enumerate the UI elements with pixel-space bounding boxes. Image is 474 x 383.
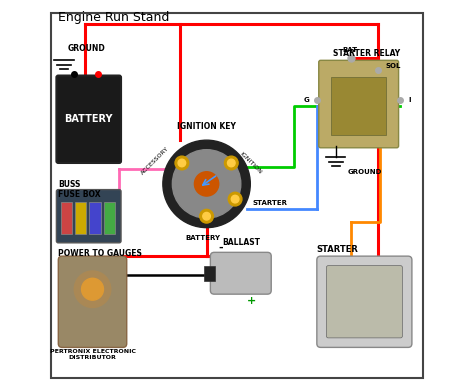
Text: PERTRONIX ELECTRONIC
DISTRIBUTOR: PERTRONIX ELECTRONIC DISTRIBUTOR: [49, 349, 136, 360]
Text: BALLAST: BALLAST: [222, 237, 260, 247]
FancyBboxPatch shape: [103, 202, 115, 234]
FancyBboxPatch shape: [75, 202, 86, 234]
FancyBboxPatch shape: [61, 202, 73, 234]
Text: ACCESSORY: ACCESSORY: [141, 146, 171, 176]
Circle shape: [200, 210, 213, 223]
Circle shape: [228, 159, 235, 167]
Text: IGNITION: IGNITION: [239, 151, 263, 175]
Text: SOL: SOL: [385, 63, 401, 69]
Text: GROUND: GROUND: [67, 44, 105, 53]
Text: BATTERY: BATTERY: [64, 114, 113, 124]
Text: GROUND: GROUND: [347, 169, 382, 175]
Circle shape: [74, 271, 111, 308]
Text: STARTER: STARTER: [317, 245, 359, 254]
Text: BUSS
FUSE BOX: BUSS FUSE BOX: [58, 180, 101, 200]
FancyBboxPatch shape: [204, 266, 215, 281]
Text: -: -: [218, 242, 223, 252]
FancyBboxPatch shape: [58, 256, 127, 347]
Circle shape: [231, 195, 239, 203]
Circle shape: [194, 172, 219, 196]
Circle shape: [178, 159, 186, 167]
Text: BATTERY: BATTERY: [185, 235, 220, 241]
Circle shape: [175, 156, 189, 170]
Text: STARTER: STARTER: [252, 200, 287, 206]
Text: IGNITION KEY: IGNITION KEY: [177, 122, 236, 131]
Text: I: I: [408, 97, 410, 103]
Text: G: G: [303, 97, 309, 103]
Circle shape: [163, 140, 250, 228]
FancyBboxPatch shape: [90, 202, 100, 234]
Circle shape: [173, 150, 241, 218]
FancyBboxPatch shape: [327, 266, 402, 338]
Text: Engine Run Stand: Engine Run Stand: [58, 11, 170, 24]
Text: BAT: BAT: [342, 47, 357, 53]
Text: +: +: [247, 296, 256, 306]
FancyBboxPatch shape: [331, 77, 386, 135]
FancyBboxPatch shape: [56, 75, 121, 163]
Circle shape: [82, 278, 103, 300]
Circle shape: [228, 192, 242, 206]
FancyBboxPatch shape: [317, 256, 412, 347]
FancyBboxPatch shape: [210, 252, 271, 294]
FancyBboxPatch shape: [56, 190, 121, 243]
Circle shape: [203, 213, 210, 220]
Text: POWER TO GAUGES: POWER TO GAUGES: [58, 249, 142, 257]
Text: STARTER RELAY: STARTER RELAY: [333, 49, 401, 59]
Circle shape: [225, 156, 238, 170]
FancyBboxPatch shape: [319, 61, 399, 148]
